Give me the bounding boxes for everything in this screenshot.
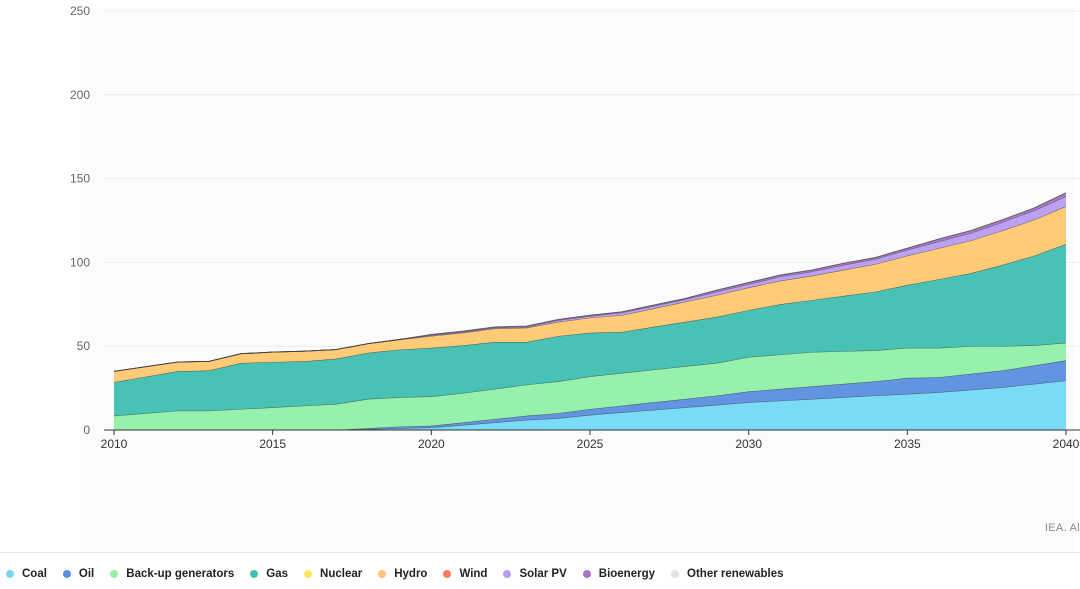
legend-label: Wind bbox=[459, 568, 488, 580]
legend-item-coal[interactable]: Coal bbox=[6, 568, 47, 580]
legend-item-oil[interactable]: Oil bbox=[62, 568, 95, 580]
x-tick-label: 2040 bbox=[1053, 437, 1080, 451]
legend-item-back-up-generators[interactable]: Back-up generators bbox=[110, 568, 234, 580]
area-coal[interactable] bbox=[114, 380, 1066, 430]
x-tick-label: 2010 bbox=[101, 437, 128, 451]
legend-swatch bbox=[582, 570, 591, 578]
legend-swatch bbox=[250, 570, 259, 578]
legend-item-bioenergy[interactable]: Bioenergy bbox=[582, 568, 656, 580]
y-tick-label: 250 bbox=[70, 4, 90, 18]
legend-swatch bbox=[378, 570, 387, 578]
chart-legend: Coal Oil Back-up generators Gas Nuclear Hydro… bbox=[6, 568, 800, 580]
y-tick-label: 150 bbox=[70, 172, 90, 186]
x-tick-label: 2015 bbox=[259, 437, 286, 451]
y-tick-label: 200 bbox=[70, 88, 90, 102]
source-credit: IEA. Al bbox=[1044, 522, 1080, 534]
legend-swatch bbox=[304, 570, 313, 578]
y-tick-label: 50 bbox=[77, 339, 91, 353]
legend-item-nuclear[interactable]: Nuclear bbox=[304, 568, 362, 580]
x-tick-label: 2035 bbox=[894, 437, 921, 451]
area-oil[interactable] bbox=[114, 360, 1066, 430]
area-back-up-generators[interactable] bbox=[114, 342, 1066, 430]
legend-swatch bbox=[503, 570, 512, 578]
x-tick-label: 2020 bbox=[418, 437, 445, 451]
x-tick-label: 2025 bbox=[577, 437, 604, 451]
legend-swatch bbox=[443, 570, 452, 578]
legend-item-gas[interactable]: Gas bbox=[250, 568, 288, 580]
legend-label: Back-up generators bbox=[126, 568, 235, 580]
legend-swatch bbox=[62, 570, 71, 578]
area-gas[interactable] bbox=[114, 244, 1066, 416]
x-tick-label: 2030 bbox=[735, 437, 762, 451]
legend-item-solar-pv[interactable]: Solar PV bbox=[503, 568, 567, 580]
legend-item-wind[interactable]: Wind bbox=[443, 568, 487, 580]
chart-areas bbox=[113, 192, 1067, 431]
legend-swatch bbox=[6, 570, 14, 578]
legend-label: Oil bbox=[78, 568, 95, 580]
legend-item-other-renewables[interactable]: Other renewables bbox=[671, 568, 784, 580]
legend-label: Solar PV bbox=[519, 568, 567, 580]
chart-axes: 0 50 100 150 200 250 2010 2015 2020 2025 2030 2035 2… bbox=[70, 4, 1080, 451]
legend-label: Hydro bbox=[394, 568, 428, 580]
legend-label: Coal bbox=[22, 568, 47, 580]
y-tick-label: 0 bbox=[83, 423, 90, 437]
area-hydro[interactable] bbox=[114, 206, 1066, 383]
legend-swatch bbox=[671, 570, 680, 578]
area-edge-bioenergy bbox=[113, 192, 1067, 372]
legend-label: Bioenergy bbox=[598, 568, 656, 580]
legend-item-hydro[interactable]: Hydro bbox=[378, 568, 427, 580]
y-tick-label: 100 bbox=[70, 255, 90, 269]
legend-swatch bbox=[110, 570, 119, 578]
legend-label: Nuclear bbox=[320, 568, 363, 580]
legend-label: Gas bbox=[266, 568, 289, 580]
legend-label: Other renewables bbox=[687, 568, 784, 580]
legend-divider bbox=[0, 552, 1080, 553]
